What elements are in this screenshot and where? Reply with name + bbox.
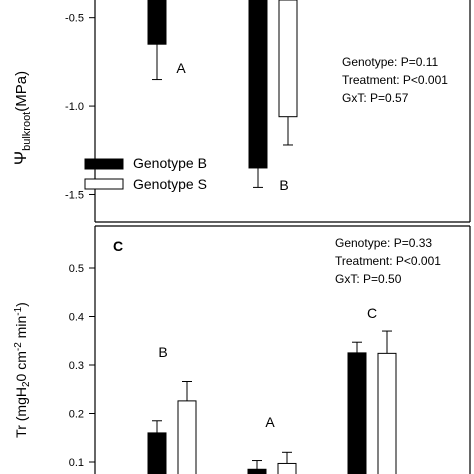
bottom-bar-genotype-s [377, 352, 397, 474]
top-y-tick-label: -1.5 [65, 189, 84, 201]
bottom-stat-treatment: Treatment: P<0.001 [335, 254, 441, 268]
bottom-y-tick-label: 0.3 [69, 360, 84, 372]
bottom-significance-letter: C [367, 305, 377, 321]
bottom-bar-genotype-b [347, 352, 367, 474]
legend-swatch-genotype-s [84, 178, 124, 190]
top-bar-genotype-s [278, 0, 298, 118]
bottom-bar-genotype-b [147, 432, 167, 474]
top-y-tick-label: -1.0 [65, 101, 84, 113]
bottom-ylabel-sup1: -2 [13, 342, 24, 351]
bottom-y-tick-label: 0.2 [69, 409, 84, 421]
top-bar-genotype-b [248, 0, 268, 169]
bottom-ylabel-sup2: -1 [13, 306, 24, 315]
top-ylabel-symbol: Ψ [11, 151, 30, 165]
bottom-panel-bars: B A C [147, 305, 397, 474]
top-y-tick-label: -0.5 [65, 13, 84, 25]
bottom-ylabel-mid: min [13, 316, 29, 342]
bottom-ylabel-end: ) [13, 302, 29, 307]
bottom-panel-y-axis-label: Tr (mgH20 cm-2 min-1) [13, 302, 32, 438]
bottom-significance-letter: B [158, 344, 167, 360]
top-significance-letter: A [176, 60, 186, 76]
top-bar-genotype-b [147, 0, 167, 45]
top-ylabel-subscript: bulkroot [21, 112, 33, 151]
bottom-ylabel-main: Tr (mgH [13, 387, 29, 438]
top-significance-letter: B [279, 177, 288, 193]
bottom-ylabel-rest: 0 cm [13, 351, 29, 381]
top-panel-y-axis-label: Ψbulkroot(MPa) [11, 71, 33, 165]
bottom-bar-genotype-b [247, 468, 267, 474]
top-panel-y-ticks: -0.5 -1.0 -1.5 [65, 13, 95, 201]
bottom-bar-genotype-s [277, 462, 297, 474]
bottom-bar-genotype-s [177, 400, 197, 474]
top-stat-genotype: Genotype: P=0.11 [342, 55, 439, 69]
bottom-panel-y-ticks: 0.1 0.2 0.3 0.4 0.5 [69, 263, 95, 469]
top-ylabel-unit: (MPa) [13, 71, 30, 112]
bottom-stat-genotype: Genotype: P=0.33 [335, 236, 432, 250]
bottom-y-tick-label: 0.5 [69, 263, 84, 275]
panel-label-c: C [113, 238, 123, 254]
top-stat-treatment: Treatment: P<0.001 [342, 73, 448, 87]
legend-label-genotype-s: Genotype S [133, 176, 207, 192]
legend-swatch-genotype-b [84, 158, 124, 170]
bottom-stat-interaction: GxT: P=0.50 [335, 272, 402, 286]
legend-label-genotype-b: Genotype B [133, 155, 207, 171]
top-panel-bars: AB [147, 0, 298, 193]
bottom-y-tick-label: 0.1 [69, 457, 84, 469]
bottom-ylabel-sub: 2 [21, 381, 32, 387]
bottom-significance-letter: A [265, 414, 275, 430]
top-stat-interaction: GxT: P=0.57 [342, 91, 409, 105]
bottom-y-tick-label: 0.4 [69, 312, 84, 324]
